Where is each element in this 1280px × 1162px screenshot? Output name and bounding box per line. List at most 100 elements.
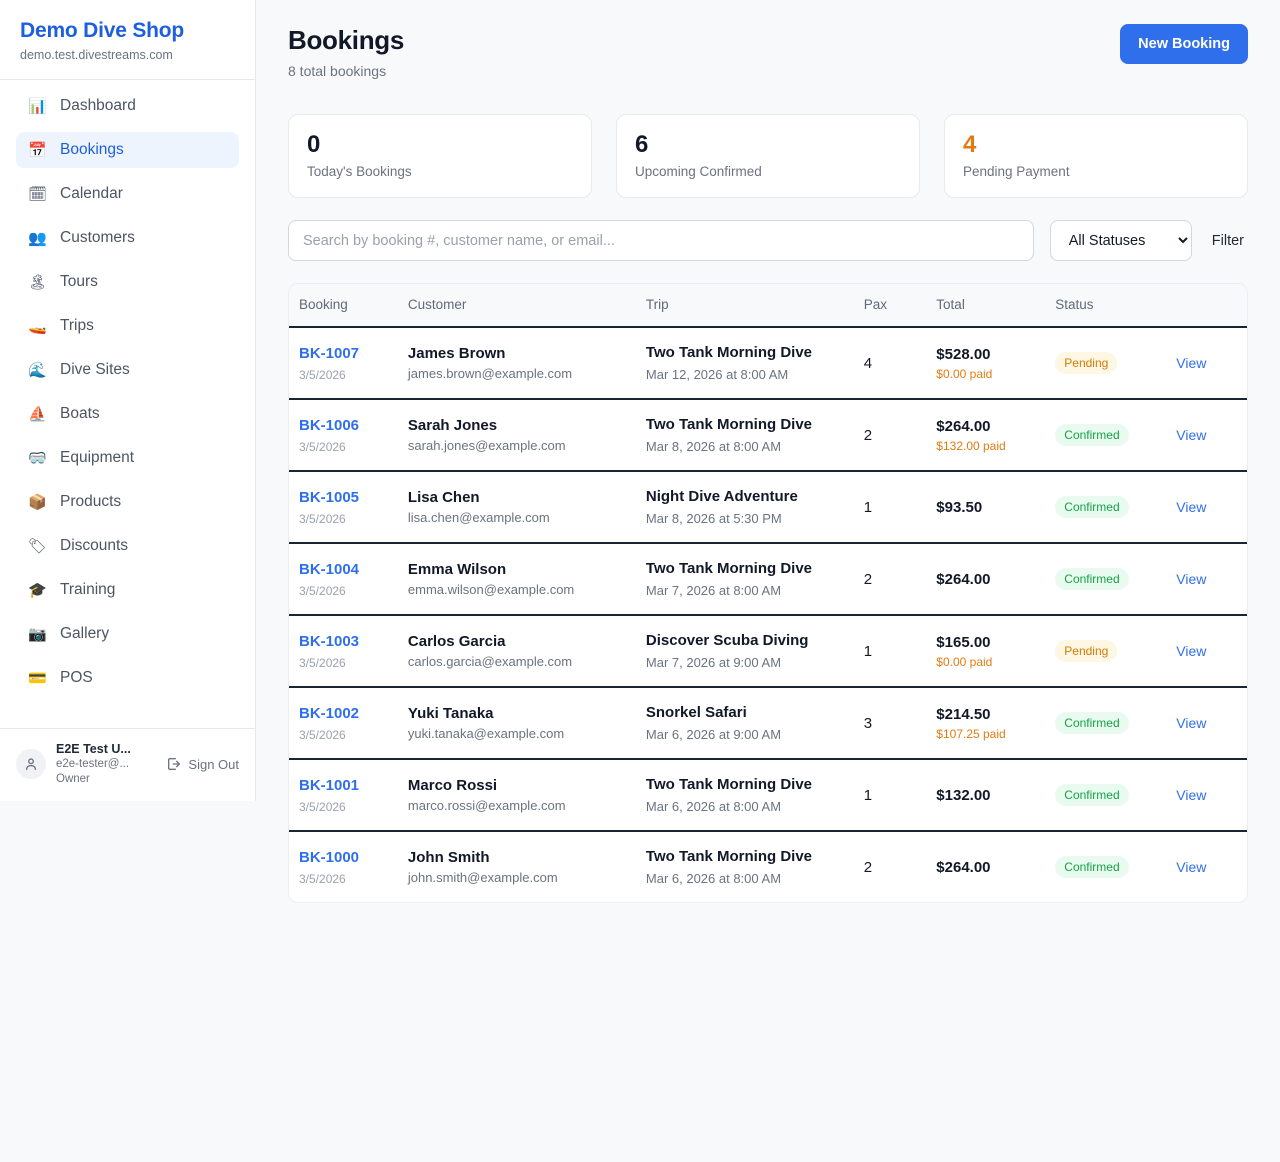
filter-button[interactable]: Filter <box>1208 233 1248 249</box>
total-cell: $93.50 <box>926 471 1045 543</box>
booking-cell: BK-1005 3/5/2026 <box>289 471 398 543</box>
sidebar-item-boats[interactable]: ⛵ Boats <box>16 396 239 432</box>
status-badge: Pending <box>1055 640 1118 662</box>
view-link[interactable]: View <box>1176 858 1207 875</box>
sidebar-item-dive-sites[interactable]: 🌊 Dive Sites <box>16 352 239 388</box>
sidebar-item-label: Customers <box>60 229 135 246</box>
sidebar-item-label: Boats <box>60 405 100 422</box>
pax-count: 2 <box>863 570 873 588</box>
status-filter-select[interactable]: All Statuses <box>1049 220 1192 261</box>
package-icon: 📦 <box>28 492 47 511</box>
customer-name: Emma Wilson <box>407 561 507 578</box>
stat-value: 4 <box>963 131 977 158</box>
view-link[interactable]: View <box>1176 354 1207 371</box>
booking-date: 3/5/2026 <box>299 368 346 382</box>
view-link[interactable]: View <box>1176 786 1207 803</box>
sidebar-item-calendar[interactable]: 🗓 Calendar <box>16 176 239 212</box>
trip-name: Two Tank Morning Dive <box>645 848 813 865</box>
customer-cell: Marco Rossi marco.rossi@example.com <box>398 759 636 831</box>
booking-id-link[interactable]: BK-1005 <box>299 489 360 506</box>
page-subtitle: 8 total bookings <box>288 63 387 79</box>
table-row: BK-1006 3/5/2026 Sarah Jones sarah.jones@ex… <box>289 399 1247 471</box>
booking-cell: BK-1003 3/5/2026 <box>289 615 398 687</box>
view-link[interactable]: View <box>1176 642 1207 659</box>
sidebar-item-label: Dive Sites <box>60 361 130 378</box>
booking-id-link[interactable]: BK-1003 <box>299 633 360 650</box>
customer-email: john.smith@example.com <box>407 870 558 885</box>
trip-datetime: Mar 6, 2026 at 8:00 AM <box>645 871 782 886</box>
booking-id-link[interactable]: BK-1007 <box>299 345 360 362</box>
sidebar-item-bookings[interactable]: 📅 Bookings <box>16 132 239 168</box>
status-cell: Confirmed <box>1045 831 1166 902</box>
booking-cell: BK-1007 3/5/2026 <box>289 327 398 399</box>
sidebar-item-label: Bookings <box>60 141 124 158</box>
booking-id-link[interactable]: BK-1002 <box>299 705 360 722</box>
booking-date: 3/5/2026 <box>299 800 346 814</box>
status-cell: Pending <box>1045 615 1166 687</box>
booking-id-link[interactable]: BK-1004 <box>299 561 360 578</box>
sidebar-item-products[interactable]: 📦 Products <box>16 484 239 520</box>
customer-cell: Sarah Jones sarah.jones@example.com <box>398 399 636 471</box>
table-row: BK-1001 3/5/2026 Marco Rossi marco.rossi@ex… <box>289 759 1247 831</box>
stat-label: Pending Payment <box>963 164 1070 179</box>
tag-icon: 🏷 <box>28 536 48 555</box>
user-role: Owner <box>56 773 90 785</box>
customer-cell: Carlos Garcia carlos.garcia@example.com <box>398 615 636 687</box>
stat-label: Upcoming Confirmed <box>635 164 762 179</box>
status-cell: Confirmed <box>1045 687 1166 759</box>
total-cell: $264.00 $132.00 paid <box>926 399 1045 471</box>
sidebar-item-tours[interactable]: 🏝 Tours <box>16 264 239 300</box>
sidebar-nav: 📊 Dashboard 📅 Bookings 🗓 Calendar 👥 Customers 🏝 T… <box>0 80 255 728</box>
table-row: BK-1000 3/5/2026 John Smith john.smith@exam… <box>289 831 1247 902</box>
status-cell: Confirmed <box>1045 543 1166 615</box>
page-header: Bookings 8 total bookings New Booking <box>288 24 1248 81</box>
customer-cell: Yuki Tanaka yuki.tanaka@example.com <box>398 687 636 759</box>
action-cell: View <box>1166 471 1247 543</box>
action-cell: View <box>1166 687 1247 759</box>
action-cell: View <box>1166 327 1247 399</box>
status-badge: Confirmed <box>1055 424 1129 446</box>
booking-date: 3/5/2026 <box>299 728 346 742</box>
amount-paid: $107.25 paid <box>936 727 1006 741</box>
view-link[interactable]: View <box>1176 498 1207 515</box>
customer-email: marco.rossi@example.com <box>407 798 566 813</box>
customer-email: sarah.jones@example.com <box>407 438 566 453</box>
trip-datetime: Mar 7, 2026 at 8:00 AM <box>645 583 782 598</box>
booking-id-link[interactable]: BK-1006 <box>299 417 360 434</box>
view-link[interactable]: View <box>1176 714 1207 731</box>
stat-value: 6 <box>635 131 649 158</box>
view-link[interactable]: View <box>1176 426 1207 443</box>
status-badge: Confirmed <box>1055 856 1129 878</box>
sidebar-item-trips[interactable]: 🚤 Trips <box>16 308 239 344</box>
stat-label: Today's Bookings <box>307 164 412 179</box>
sidebar-item-dashboard[interactable]: 📊 Dashboard <box>16 88 239 124</box>
sidebar-item-gallery[interactable]: 📷 Gallery <box>16 616 239 652</box>
search-input[interactable] <box>288 220 1034 261</box>
avatar <box>16 749 46 779</box>
view-link[interactable]: View <box>1176 570 1207 587</box>
sign-out-button[interactable]: Sign Out <box>166 756 239 772</box>
sidebar-item-customers[interactable]: 👥 Customers <box>16 220 239 256</box>
trip-datetime: Mar 6, 2026 at 8:00 AM <box>645 799 782 814</box>
table-body: BK-1007 3/5/2026 James Brown james.brown@ex… <box>289 327 1247 902</box>
trip-name: Discover Scuba Diving <box>645 632 809 649</box>
table-column-header: Status <box>1045 284 1167 327</box>
status-cell: Confirmed <box>1045 759 1166 831</box>
customer-cell: Lisa Chen lisa.chen@example.com <box>398 471 636 543</box>
stats-row: 0 Today's Bookings 6 Upcoming Confirmed 4 Pen… <box>288 114 1248 198</box>
camera-icon: 📷 <box>28 624 47 643</box>
booking-id-link[interactable]: BK-1001 <box>299 777 360 794</box>
pax-count: 3 <box>863 714 873 732</box>
sidebar-item-equipment[interactable]: 🥽 Equipment <box>16 440 239 476</box>
sidebar-item-discounts[interactable]: 🏷 Discounts <box>16 528 239 564</box>
pax-count: 2 <box>863 858 873 876</box>
booking-id-link[interactable]: BK-1000 <box>299 849 360 866</box>
booking-cell: BK-1002 3/5/2026 <box>289 687 398 759</box>
sidebar-item-training[interactable]: 🎓 Training <box>16 572 239 608</box>
customer-name: Marco Rossi <box>407 777 498 794</box>
sidebar-item-pos[interactable]: 💳 POS <box>16 660 239 696</box>
new-booking-button[interactable]: New Booking <box>1120 24 1248 64</box>
total-cell: $165.00 $0.00 paid <box>926 615 1045 687</box>
total-cell: $214.50 $107.25 paid <box>926 687 1045 759</box>
